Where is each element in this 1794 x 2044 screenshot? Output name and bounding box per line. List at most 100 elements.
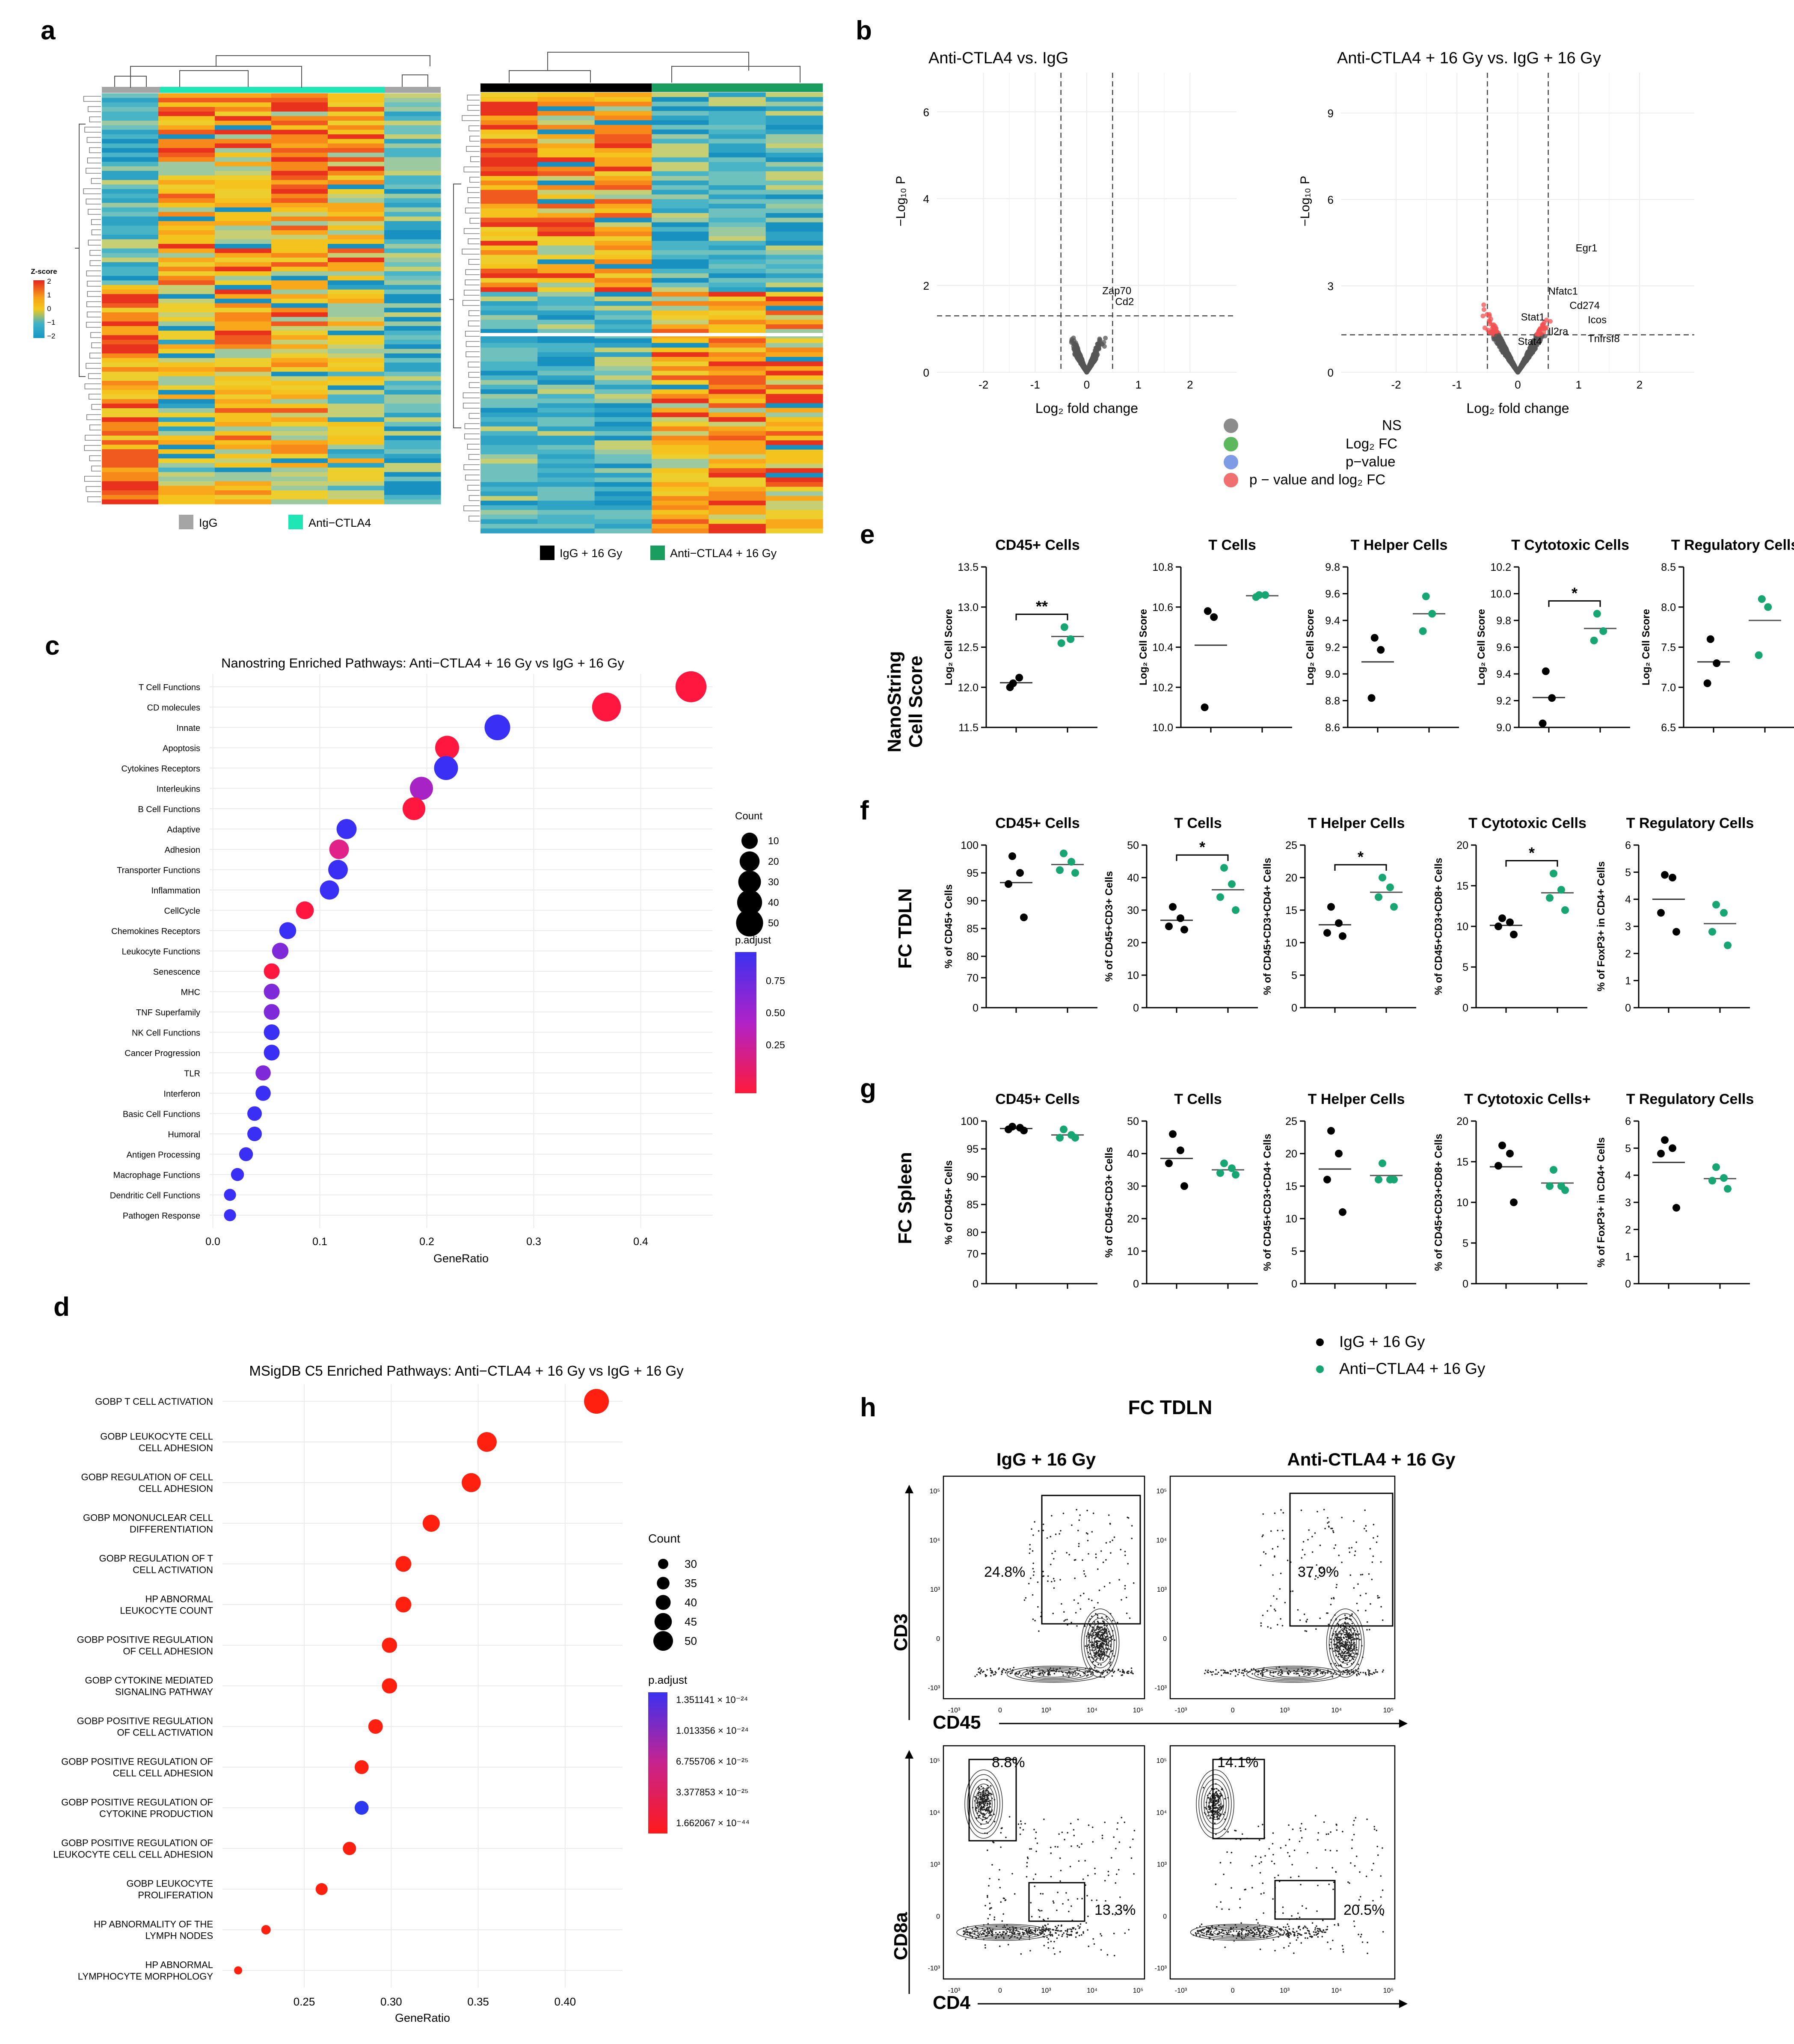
flow-event xyxy=(1272,1548,1274,1550)
x-tick: 0.1 xyxy=(312,1236,327,1248)
data-point xyxy=(1335,919,1343,927)
heatmap-cell xyxy=(480,259,538,264)
heatmap-cell xyxy=(709,231,766,237)
flow-event xyxy=(1303,1613,1305,1615)
heatmap-cell xyxy=(328,486,385,491)
heatmap-cell xyxy=(384,253,441,258)
y-tick-label: 10 xyxy=(1285,1213,1297,1225)
y-tick-label: 0 xyxy=(973,1278,979,1290)
flow-event xyxy=(1311,1536,1313,1537)
flow-event xyxy=(1005,1672,1007,1673)
flow-event xyxy=(978,1671,979,1673)
heatmap-cell xyxy=(271,184,328,190)
heatmap-cell xyxy=(594,125,652,130)
flow-event xyxy=(1352,1638,1354,1640)
heatmap-cell xyxy=(328,171,385,176)
heatmap-cell xyxy=(765,250,823,255)
flow-event xyxy=(1046,1537,1048,1539)
heatmap-cell xyxy=(328,234,385,240)
heatmap-cell xyxy=(652,245,709,251)
flow-event xyxy=(1333,1650,1335,1652)
x-tick: 0.35 xyxy=(467,1995,489,2008)
flow-event xyxy=(1066,1552,1068,1554)
heatmap-cell xyxy=(384,294,441,299)
heatmap-cell xyxy=(215,499,272,504)
row-label-cellscore: Cell Score xyxy=(905,656,926,748)
padj-legend-label: 0.75 xyxy=(766,975,785,986)
heatmap-cell xyxy=(328,111,385,116)
flow-event xyxy=(1349,1673,1351,1674)
flow-event xyxy=(1033,1828,1035,1830)
heatmap-cell xyxy=(384,399,441,404)
heatmap-cell xyxy=(480,301,538,306)
y-tick-label: 100 xyxy=(961,840,979,851)
heatmap-cell xyxy=(537,338,595,343)
flow-event xyxy=(1097,1629,1099,1631)
heatmap-cell xyxy=(765,236,823,241)
flow-event xyxy=(1095,1632,1097,1634)
heatmap-cell xyxy=(384,477,441,482)
heatmap-cell xyxy=(765,491,823,496)
category-label: GOBP POSITIVE REGULATION OF xyxy=(61,1756,213,1767)
flow-contour xyxy=(1037,1671,1071,1678)
flow-event xyxy=(1257,1673,1259,1676)
heatmap-cell xyxy=(328,102,385,107)
data-point xyxy=(255,1065,271,1081)
heatmap-cell xyxy=(328,340,385,345)
flow-event xyxy=(1333,1633,1334,1635)
flow-event xyxy=(1344,1670,1346,1671)
flow-event xyxy=(1079,1595,1082,1596)
heatmap-cell xyxy=(384,184,441,190)
heatmap-cell xyxy=(709,357,766,362)
flow-event xyxy=(987,1918,989,1919)
significance-bracket xyxy=(1334,864,1387,871)
flow-event xyxy=(1068,1911,1070,1913)
heatmap-cell xyxy=(594,166,652,172)
heatmap-cell xyxy=(480,510,538,515)
heatmap-cell xyxy=(765,297,823,302)
heatmap-cell xyxy=(652,436,709,441)
heatmap-cell xyxy=(765,463,823,469)
category-label: GOBP LEUKOCYTE CELL xyxy=(100,1431,213,1442)
heatmap-cell xyxy=(709,176,766,181)
heatmap-cell xyxy=(652,199,709,204)
flow-event xyxy=(1352,1652,1354,1654)
flow-event xyxy=(1105,1629,1107,1630)
heatmap-cell xyxy=(158,294,215,299)
flow-event xyxy=(1078,1546,1080,1547)
flow-event xyxy=(1315,1628,1317,1630)
flow-event xyxy=(1346,1659,1348,1661)
flow-event xyxy=(1346,1639,1347,1641)
heatmap-cell xyxy=(102,321,159,326)
heatmap-cell xyxy=(537,505,595,510)
heatmap-cell xyxy=(328,262,385,267)
significance-stars: * xyxy=(1358,848,1364,866)
heatmap-cell xyxy=(384,385,441,390)
heatmap-cell xyxy=(384,276,441,281)
dendrogram-branch xyxy=(89,424,101,430)
flow-event xyxy=(1035,1851,1037,1852)
heatmap-cell xyxy=(765,403,823,408)
dendrogram-branch xyxy=(86,414,101,420)
heatmap-cell xyxy=(480,181,538,186)
heatmap-cell xyxy=(102,299,159,304)
heatmap-cell xyxy=(271,395,328,400)
dendrogram-branch xyxy=(402,74,428,87)
heatmap-cell xyxy=(594,176,652,181)
heatmap-cell xyxy=(709,181,766,186)
heatmap-cell xyxy=(652,315,709,320)
flow-event xyxy=(1334,1644,1336,1646)
heatmap-cell xyxy=(480,176,538,181)
volcano-legend: NS Log₂ FC p−value p − value and log₂ FC xyxy=(1224,417,1402,487)
heatmap-cell xyxy=(384,317,441,322)
heatmap-cell xyxy=(480,477,538,483)
dendrogram-branch xyxy=(86,322,101,328)
heatmap-cell xyxy=(215,225,272,231)
heatmap-cell xyxy=(537,269,595,274)
flow-event xyxy=(1077,1602,1079,1604)
heatmap-cell xyxy=(652,352,709,357)
y-tick-label: 25 xyxy=(1285,840,1297,851)
y-tick-label: 30 xyxy=(1127,905,1139,917)
heatmap-cell xyxy=(271,157,328,162)
heatmap-cell xyxy=(594,436,652,441)
